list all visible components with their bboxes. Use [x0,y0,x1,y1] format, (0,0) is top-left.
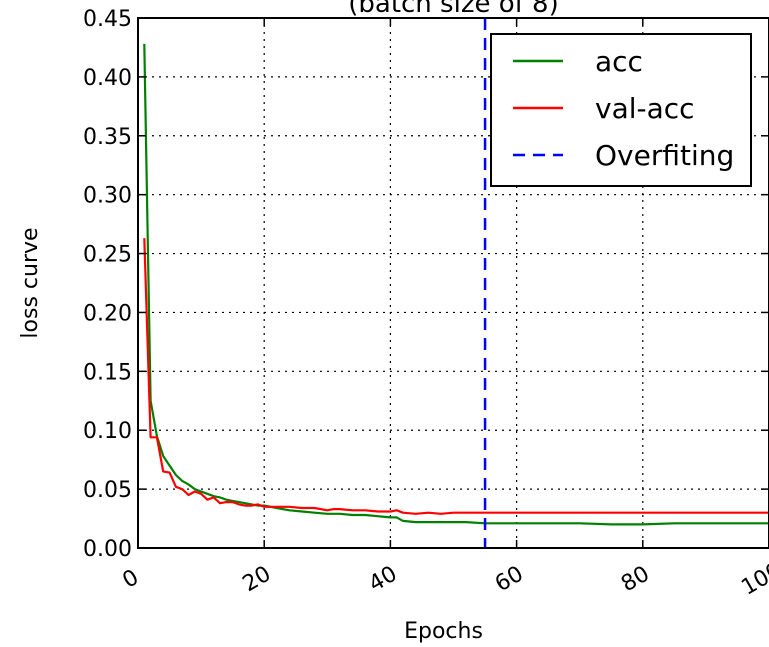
chart-title: (batch size of 8) [348,0,559,19]
series-lines [143,18,769,548]
grid-lines [138,18,769,548]
x-tick-label: 60 [491,562,528,598]
y-tick-label: 0.30 [83,184,132,209]
y-tick-label: 0.05 [83,478,132,503]
y-tick-label: 0.15 [83,360,132,385]
legend: acc val-acc Overfiting [490,33,752,187]
y-tick-label: 0.45 [83,7,132,32]
val-acc-line [143,238,769,515]
x-tick-label: 0 [118,565,143,594]
x-tick-label: 100 [737,558,769,601]
y-tick-label: 0.25 [83,243,132,268]
x-tick-label: 20 [239,562,276,598]
plot-frame [137,17,769,549]
x-axis-label: Epochs [404,619,483,644]
acc-line [143,43,769,526]
y-tick-label: 0.10 [83,419,132,444]
y-axis-label: loss curve [18,227,43,338]
y-tick-label: 0.35 [83,125,132,150]
y-tick-label: 0.00 [83,537,132,562]
x-tick-label: 40 [365,562,402,598]
legend-box [490,33,752,187]
legend-label-Overfiting: Overfiting [595,139,734,172]
legend-label-val-acc: val-acc [595,92,695,125]
x-tick-label: 80 [617,562,654,598]
y-tick-label: 0.40 [83,66,132,91]
y-tick-label: 0.20 [83,301,132,326]
legend-label-acc: acc [595,45,643,78]
